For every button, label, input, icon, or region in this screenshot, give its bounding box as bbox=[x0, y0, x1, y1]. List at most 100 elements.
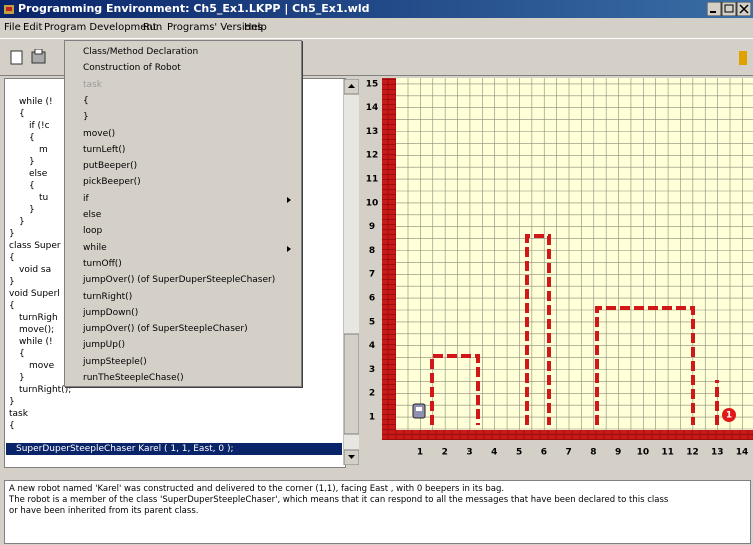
code-line: { bbox=[29, 181, 35, 191]
avenue-label: 10 bbox=[637, 448, 650, 458]
dropdown-item[interactable]: putBeeper() bbox=[83, 161, 137, 171]
code-line: } bbox=[29, 157, 35, 167]
code-line: void sa bbox=[19, 265, 51, 275]
dropdown-item[interactable]: while bbox=[83, 243, 107, 253]
dropdown-menu: Class/Method Declaration Construction of … bbox=[64, 40, 302, 387]
dropdown-item[interactable]: jumpUp() bbox=[83, 340, 125, 350]
avenue-label: 12 bbox=[686, 448, 699, 458]
avenue-label: 13 bbox=[711, 448, 724, 458]
dropdown-item[interactable]: task bbox=[83, 80, 102, 90]
message-line: The robot is a member of the class 'Supe… bbox=[9, 495, 668, 505]
dropdown-item[interactable]: else bbox=[83, 210, 101, 220]
code-line: } bbox=[9, 229, 15, 239]
street-label: 10 bbox=[366, 198, 379, 208]
dropdown-item[interactable]: Class/Method Declaration bbox=[83, 47, 198, 57]
code-line: { bbox=[9, 301, 15, 311]
dropdown-item[interactable]: } bbox=[83, 112, 89, 122]
code-line: if (!c bbox=[29, 121, 50, 131]
street-label: 14 bbox=[366, 103, 379, 113]
code-line: { bbox=[9, 421, 15, 431]
dropdown-item[interactable]: loop bbox=[83, 226, 102, 236]
west-wall bbox=[382, 78, 396, 440]
street-label: 1 bbox=[369, 413, 375, 423]
code-line: task bbox=[9, 409, 28, 419]
dropdown-item[interactable]: jumpOver() (of SuperDuperSteepleChaser) bbox=[83, 275, 275, 285]
south-wall bbox=[382, 430, 753, 440]
code-line: class Super bbox=[9, 241, 61, 251]
message-line: or have been inherited from its parent c… bbox=[9, 506, 198, 516]
code-line: { bbox=[29, 133, 35, 143]
menu-item[interactable]: Edit bbox=[23, 19, 42, 36]
window-controls[interactable] bbox=[707, 2, 751, 16]
avenue-label: 7 bbox=[565, 448, 571, 458]
menu-item[interactable]: Run bbox=[143, 19, 162, 36]
street-label: 11 bbox=[366, 175, 379, 185]
dropdown-item[interactable]: move() bbox=[83, 129, 115, 139]
street-label: 7 bbox=[369, 270, 375, 280]
menu-item[interactable]: Program Development bbox=[44, 19, 157, 36]
street-label: 9 bbox=[369, 222, 375, 232]
street-label: 5 bbox=[369, 317, 375, 327]
code-line: tu bbox=[39, 193, 48, 203]
code-line: { bbox=[9, 253, 15, 263]
toolbar-icons[interactable] bbox=[10, 49, 70, 67]
avenue-label: 6 bbox=[541, 448, 547, 458]
dropdown-item[interactable]: turnOff() bbox=[83, 259, 122, 269]
app-icon bbox=[3, 3, 15, 15]
code-line: while (! bbox=[19, 337, 53, 347]
code-line: move bbox=[29, 361, 54, 371]
dropdown-item[interactable]: jumpDown() bbox=[83, 308, 138, 318]
menu-item[interactable]: Help bbox=[244, 19, 267, 36]
menu-item[interactable]: File bbox=[4, 19, 21, 36]
dropdown-item[interactable]: jumpSteeple() bbox=[83, 357, 147, 367]
code-line: while (! bbox=[19, 97, 53, 107]
title-bar: Programming Environment: Ch5_Ex1.LKPP | … bbox=[0, 0, 753, 18]
dropdown-item[interactable]: turnRight() bbox=[83, 292, 132, 302]
avenue-label: 4 bbox=[491, 448, 497, 458]
dropdown-item[interactable]: Construction of Robot bbox=[83, 63, 181, 73]
dropdown-item[interactable]: pickBeeper() bbox=[83, 177, 141, 187]
submenu-arrow bbox=[287, 246, 291, 252]
run-icon[interactable] bbox=[736, 49, 750, 67]
avenue-label: 9 bbox=[615, 448, 621, 458]
code-line: } bbox=[29, 205, 35, 215]
message-area: A new robot named 'Karel' was constructe… bbox=[4, 480, 751, 544]
street-label: 13 bbox=[366, 127, 379, 137]
code-line: { bbox=[19, 349, 25, 359]
scrollbar[interactable] bbox=[343, 79, 359, 465]
code-line: move(); bbox=[19, 325, 54, 335]
selected-code-line[interactable]: SuperDuperSteepleChaser Karel ( 1, 1, Ea… bbox=[6, 443, 342, 455]
street-label: 15 bbox=[366, 79, 379, 89]
avenue-label: 1 bbox=[417, 448, 423, 458]
message-line: A new robot named 'Karel' was constructe… bbox=[9, 484, 504, 494]
avenue-label: 5 bbox=[516, 448, 522, 458]
app-window: Programming Environment: Ch5_Ex1.LKPP | … bbox=[0, 0, 753, 545]
robot bbox=[413, 404, 425, 418]
dropdown-item[interactable]: runTheSteepleChase() bbox=[83, 373, 184, 383]
avenue-label: 14 bbox=[736, 448, 749, 458]
code-line: void Superl bbox=[9, 289, 60, 299]
scrollbar-parts bbox=[344, 79, 359, 465]
avenue-label: 8 bbox=[590, 448, 596, 458]
street-label: 3 bbox=[369, 365, 375, 375]
street-label: 2 bbox=[369, 389, 375, 399]
code-line: { bbox=[19, 109, 25, 119]
avenue-label: 3 bbox=[466, 448, 472, 458]
code-line: } bbox=[9, 397, 15, 407]
street-label: 6 bbox=[369, 294, 375, 304]
street-label: 12 bbox=[366, 151, 379, 161]
code-line: turnRigh bbox=[19, 313, 58, 323]
street-label: 8 bbox=[369, 246, 375, 256]
dropdown-item[interactable]: { bbox=[83, 96, 89, 106]
street-label: 4 bbox=[369, 341, 375, 351]
robot-world: 1234567891011121314151234567891011121314… bbox=[365, 78, 753, 466]
code-line: m bbox=[39, 145, 48, 155]
dropdown-item[interactable]: jumpOver() (of SuperSteepleChaser) bbox=[83, 324, 248, 334]
dropdown-item[interactable]: turnLeft() bbox=[83, 145, 125, 155]
code-line: } bbox=[19, 373, 25, 383]
dropdown-item[interactable]: if bbox=[83, 194, 89, 204]
code-line: } bbox=[19, 217, 25, 227]
avenue-label: 2 bbox=[442, 448, 448, 458]
beeper-count: 1 bbox=[726, 411, 732, 421]
